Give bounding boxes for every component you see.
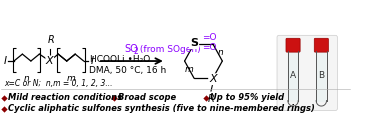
Text: S: S [190, 38, 198, 48]
Text: B: B [318, 71, 324, 80]
FancyBboxPatch shape [316, 51, 327, 102]
Text: =O: =O [203, 33, 217, 42]
Text: 2: 2 [134, 47, 138, 56]
FancyBboxPatch shape [277, 35, 338, 111]
Text: Cyclic aliphatic sulfones synthesis (five to nine-membered rings): Cyclic aliphatic sulfones synthesis (fiv… [8, 104, 315, 113]
Text: HCOOLi •H₂O: HCOOLi •H₂O [90, 55, 150, 64]
Text: Mild reaction conditions: Mild reaction conditions [8, 93, 122, 102]
Text: I: I [3, 56, 6, 66]
Text: x=C or N;  n,m = 0, 1, 2, 3...: x=C or N; n,m = 0, 1, 2, 3... [5, 79, 113, 88]
Text: SO: SO [124, 44, 138, 54]
FancyBboxPatch shape [288, 51, 298, 102]
Text: (from SOgen): (from SOgen) [138, 45, 201, 54]
Text: =O: =O [203, 43, 217, 52]
Text: m: m [185, 65, 194, 74]
FancyBboxPatch shape [314, 38, 328, 52]
Text: I: I [90, 56, 93, 66]
Text: m: m [67, 74, 76, 83]
Text: X: X [46, 56, 54, 66]
Text: DMA, 50 °C, 16 h: DMA, 50 °C, 16 h [89, 66, 167, 75]
Text: Up to 95% yield: Up to 95% yield [210, 93, 284, 102]
Text: X: X [209, 74, 217, 84]
Text: R: R [47, 35, 54, 45]
Text: n: n [24, 74, 29, 83]
Text: Broad scope: Broad scope [118, 93, 176, 102]
Text: n: n [218, 48, 223, 57]
Text: R: R [208, 94, 214, 104]
Text: A: A [290, 71, 296, 80]
FancyBboxPatch shape [286, 38, 300, 52]
